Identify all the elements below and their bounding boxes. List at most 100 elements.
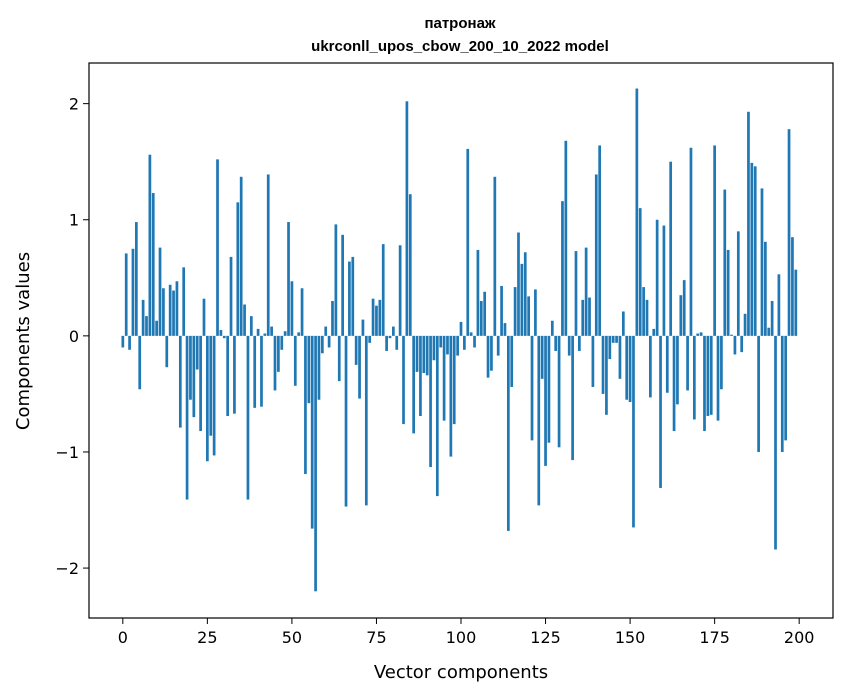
bar-107	[483, 291, 487, 336]
bar-158	[655, 219, 659, 336]
bar-93	[435, 335, 439, 497]
bar-39	[253, 335, 257, 408]
bar-61	[327, 335, 331, 348]
bar-29	[219, 330, 223, 336]
bar-23	[199, 335, 202, 432]
bar-155	[645, 299, 649, 336]
bar-51	[293, 335, 297, 386]
bar-10	[155, 320, 158, 336]
bar-46	[277, 335, 280, 372]
y-tick-label-1: 1	[69, 211, 79, 230]
bar-139	[591, 335, 595, 387]
bar-87	[415, 335, 419, 372]
bar-195	[780, 335, 784, 452]
bar-58	[317, 335, 321, 400]
bar-13	[165, 335, 169, 368]
bar-74	[371, 298, 375, 336]
bar-45	[273, 335, 277, 391]
bar-106	[479, 301, 483, 336]
bar-177	[720, 335, 723, 390]
bar-119	[523, 252, 527, 336]
bar-179	[726, 249, 730, 336]
bar-125	[544, 335, 547, 466]
bar-92	[432, 335, 436, 361]
y-tick-label--2: −2	[55, 559, 79, 578]
bar-53	[300, 288, 304, 336]
bar-141	[598, 145, 602, 336]
bar-78	[385, 335, 388, 351]
bar-62	[331, 301, 334, 336]
bar-97	[449, 335, 453, 457]
bar-120	[527, 296, 530, 336]
bar-95	[442, 335, 446, 421]
x-tick-label-50: 50	[282, 628, 302, 647]
bar-27	[212, 335, 216, 456]
bar-137	[584, 247, 588, 336]
bar-18	[182, 267, 186, 336]
bar-122	[534, 289, 537, 336]
bar-144	[608, 335, 612, 360]
bar-88	[419, 335, 422, 416]
bar-185	[747, 111, 750, 336]
bar-152	[635, 88, 639, 336]
y-tick-label-2: 2	[69, 95, 79, 114]
bar-47	[280, 335, 284, 350]
bar-159	[659, 335, 662, 488]
bar-67	[348, 261, 351, 336]
bar-153	[638, 208, 642, 336]
bar-76	[378, 299, 382, 336]
bar-0	[121, 335, 125, 348]
bar-5	[138, 335, 142, 390]
bar-56	[310, 335, 314, 529]
bar-183	[740, 335, 744, 353]
bar-25	[206, 335, 209, 462]
x-axis-label: Vector components	[374, 662, 548, 683]
bars-group	[121, 88, 798, 592]
bar-117	[517, 232, 520, 336]
bar-134	[574, 251, 578, 336]
y-tick-label--1: −1	[55, 443, 79, 462]
bar-199	[794, 269, 798, 336]
bar-57	[314, 335, 317, 592]
bar-52	[297, 332, 301, 336]
bar-180	[730, 334, 733, 336]
y-tick-label-0: 0	[69, 327, 79, 346]
bar-171	[699, 332, 703, 336]
bar-38	[249, 316, 253, 336]
bar-166	[682, 280, 686, 336]
bar-112	[500, 285, 503, 336]
bar-33	[233, 335, 236, 414]
bar-66	[344, 335, 348, 507]
bar-143	[605, 335, 608, 415]
bar-110	[493, 176, 497, 336]
bar-151	[632, 335, 635, 528]
bar-111	[496, 335, 500, 356]
bar-4	[134, 222, 138, 336]
bar-24	[202, 298, 206, 336]
x-tick-label-100: 100	[446, 628, 477, 647]
bar-55	[307, 335, 311, 404]
bar-197	[787, 129, 791, 336]
bar-181	[733, 335, 737, 355]
x-tick-label-25: 25	[197, 628, 217, 647]
x-axis-ticks: 0 25 50 75 100 125 150 175 200	[118, 618, 815, 647]
bar-70	[358, 335, 361, 399]
bar-182	[736, 231, 740, 336]
bar-135	[578, 335, 581, 351]
plot-frame	[88, 62, 834, 619]
bar-8	[148, 154, 152, 336]
bar-154	[642, 287, 645, 336]
bar-2	[128, 335, 131, 350]
bar-113	[503, 323, 507, 336]
bar-176	[716, 335, 720, 421]
bar-54	[304, 335, 307, 475]
bar-156	[649, 335, 652, 398]
bar-187	[753, 166, 757, 336]
bar-102	[466, 148, 470, 336]
x-tick-label-200: 200	[784, 628, 815, 647]
bar-173	[706, 335, 710, 416]
bar-174	[709, 335, 713, 415]
bar-191	[767, 327, 771, 336]
bar-129	[557, 335, 561, 448]
